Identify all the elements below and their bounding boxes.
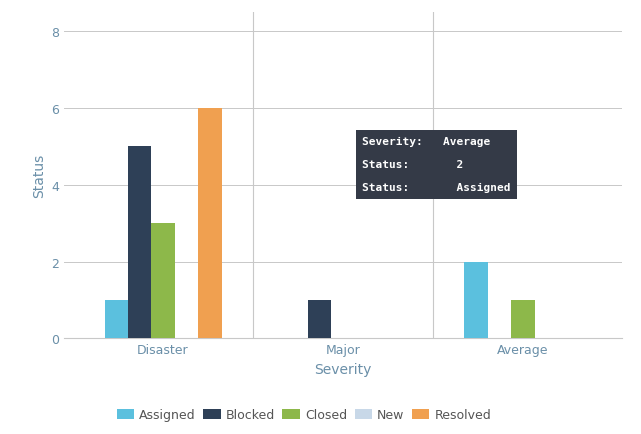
Bar xyxy=(511,300,535,339)
Y-axis label: Status: Status xyxy=(31,154,46,198)
Bar xyxy=(128,147,151,339)
Legend: Assigned, Blocked, Closed, New, Resolved: Assigned, Blocked, Closed, New, Resolved xyxy=(112,403,496,426)
Bar xyxy=(308,300,331,339)
X-axis label: Severity: Severity xyxy=(314,362,372,376)
Bar xyxy=(198,109,222,339)
Bar xyxy=(104,300,128,339)
Bar xyxy=(151,224,175,339)
Text: Severity:   Average

Status:       2

Status:       Assigned: Severity: Average Status: 2 Status: Assi… xyxy=(362,137,511,193)
Bar xyxy=(464,262,488,339)
